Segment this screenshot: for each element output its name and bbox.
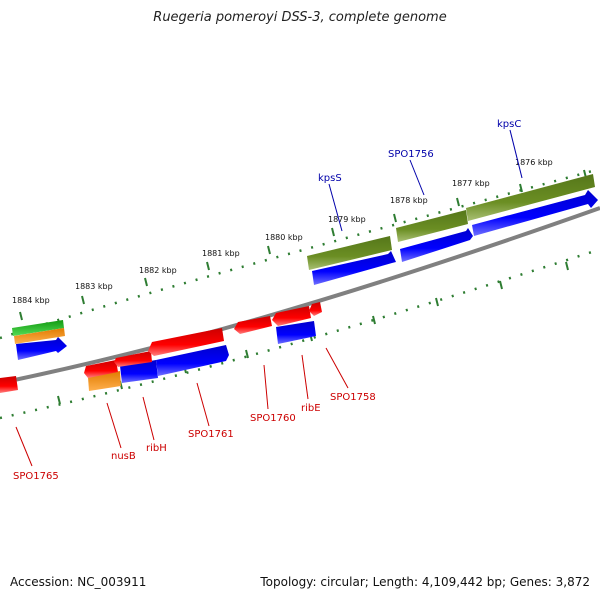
orf-track-reverse xyxy=(0,302,322,393)
leader-nusB xyxy=(106,402,122,449)
tick-label-1878: 1878 kbp xyxy=(390,196,428,205)
gene-label-SPO1756: SPO1756 xyxy=(388,149,434,160)
tick-label-1877: 1877 kbp xyxy=(452,179,490,188)
gene-label-kpsC: kpsC xyxy=(497,119,521,130)
leader-kpsC xyxy=(509,129,523,179)
leader-SPO1756 xyxy=(409,159,425,196)
tick-label-1879: 1879 kbp xyxy=(328,215,366,224)
gene-label-kpsS: kpsS xyxy=(318,173,342,184)
tick-label-1884: 1884 kbp xyxy=(12,296,50,305)
leader-SPO1761 xyxy=(196,382,210,427)
gene-label-SPO1758: SPO1758 xyxy=(330,392,376,403)
gene-label-ribE: ribE xyxy=(301,403,321,414)
inner-major-ticks xyxy=(57,261,569,405)
leader-ribH xyxy=(142,396,155,441)
leader-SPO1760 xyxy=(263,364,269,410)
genome-summary-text: Topology: circular; Length: 4,109,442 bp… xyxy=(260,575,590,589)
gene-label-ribH: ribH xyxy=(146,443,167,454)
tick-label-1876: 1876 kbp xyxy=(515,158,553,167)
cds-track-forward xyxy=(307,174,595,270)
leader-SPO1765 xyxy=(15,426,33,467)
inner-tick-rail xyxy=(0,248,599,420)
tick-label-1883: 1883 kbp xyxy=(75,282,113,291)
tick-label-1880: 1880 kbp xyxy=(265,233,303,242)
outer-tick-rail xyxy=(0,168,597,340)
outer-major-ticks xyxy=(19,169,587,321)
leader-SPO1758 xyxy=(325,347,349,389)
tick-label-1881: 1881 kbp xyxy=(202,249,240,258)
gene-label-SPO1765: SPO1765 xyxy=(13,471,59,482)
gene-label-nusB: nusB xyxy=(111,451,136,462)
accession-text: Accession: NC_003911 xyxy=(10,575,147,589)
tick-label-1882: 1882 kbp xyxy=(139,266,177,275)
gene-label-SPO1760: SPO1760 xyxy=(250,413,296,424)
map-title: Ruegeria pomeroyi DSS-3, complete genome xyxy=(153,10,447,25)
gene-label-SPO1761: SPO1761 xyxy=(188,429,234,440)
orf-track-forward xyxy=(16,190,598,383)
leader-kpsS xyxy=(328,183,343,232)
leader-ribE xyxy=(301,354,309,400)
